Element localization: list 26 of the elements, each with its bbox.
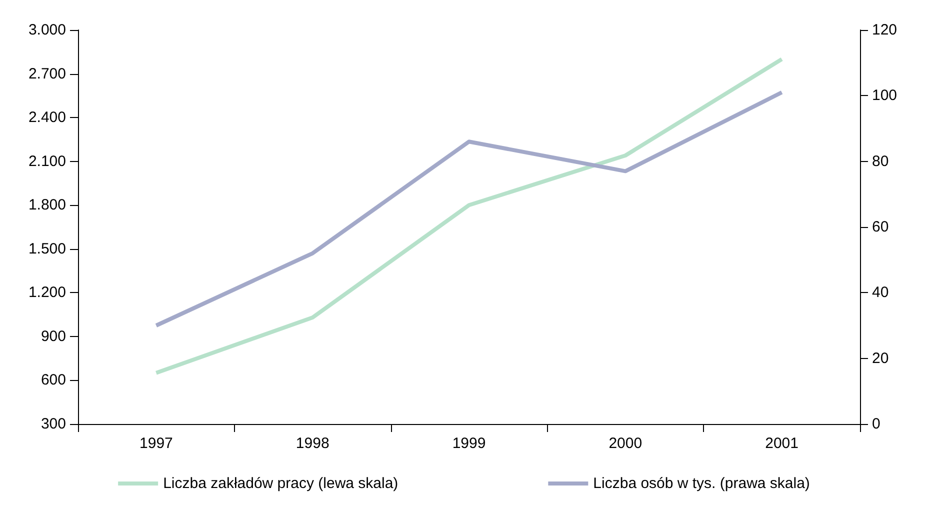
x-tick-label: 2000 (608, 435, 642, 452)
y2-tick-label: 120 (872, 22, 898, 38)
x-tick-label: 2001 (765, 435, 798, 452)
x-tick-label: 1999 (452, 435, 486, 452)
line-series (154, 57, 784, 375)
y-tick-label: 300 (40, 416, 66, 432)
y2-tick-label: 40 (872, 284, 889, 302)
y2-tick-label: 20 (872, 350, 889, 367)
x-tick-label: 1998 (296, 435, 330, 452)
y-tick-label: 3.000 (28, 22, 66, 38)
y-tick-label: 2.100 (28, 152, 66, 170)
y2-tick-label: 80 (872, 152, 889, 170)
y2-tick-label: 0 (872, 416, 880, 432)
y2-tick-label: 60 (872, 218, 889, 236)
y-tick-label: 1.500 (28, 240, 66, 258)
y2-tick-label: 100 (872, 87, 898, 104)
y-tick-label: 2.400 (28, 109, 66, 126)
legend-label: Liczba osób w tys. (prawa skala) (593, 475, 810, 492)
y-tick-label: 1.200 (28, 284, 66, 302)
legend-label: Liczba zakładów pracy (lewa skala) (163, 475, 398, 492)
x-tick-label: 1997 (140, 435, 173, 452)
y-tick-label: 1.800 (28, 196, 66, 214)
y-tick-label: 2.700 (28, 65, 66, 82)
y-tick-label: 600 (40, 372, 66, 389)
y-tick-label: 900 (40, 328, 66, 345)
line-series (154, 90, 784, 328)
